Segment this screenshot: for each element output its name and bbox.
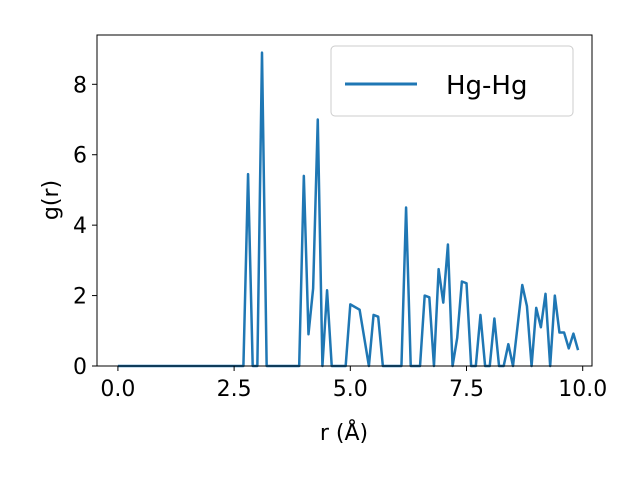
x-tick-label: 0.0 xyxy=(100,377,135,402)
y-tick-label: 4 xyxy=(73,214,87,239)
y-axis: 0 2 4 6 8 xyxy=(73,73,97,380)
legend-box xyxy=(330,45,574,117)
y-tick-label: 0 xyxy=(73,355,87,380)
series-layer xyxy=(117,51,580,368)
x-tick-label: 7.5 xyxy=(449,377,484,402)
x-tick-label: 2.5 xyxy=(217,377,252,402)
x-axis-label: r (Å) xyxy=(320,419,368,446)
y-tick-label: 6 xyxy=(73,144,87,169)
y-tick-label: 2 xyxy=(73,285,87,310)
legend: Hg-Hg xyxy=(330,45,574,117)
x-tick-label: 5.0 xyxy=(333,377,368,402)
y-tick-label: 8 xyxy=(73,73,87,98)
y-axis-label: g(r) xyxy=(39,180,64,220)
series-line-0 xyxy=(117,51,580,368)
plot-frame xyxy=(96,34,593,367)
legend-label-hg-hg: Hg-Hg xyxy=(446,71,528,101)
x-axis: 0.0 2.5 5.0 7.5 10.0 xyxy=(100,366,607,402)
x-tick-label: 10.0 xyxy=(558,377,607,402)
